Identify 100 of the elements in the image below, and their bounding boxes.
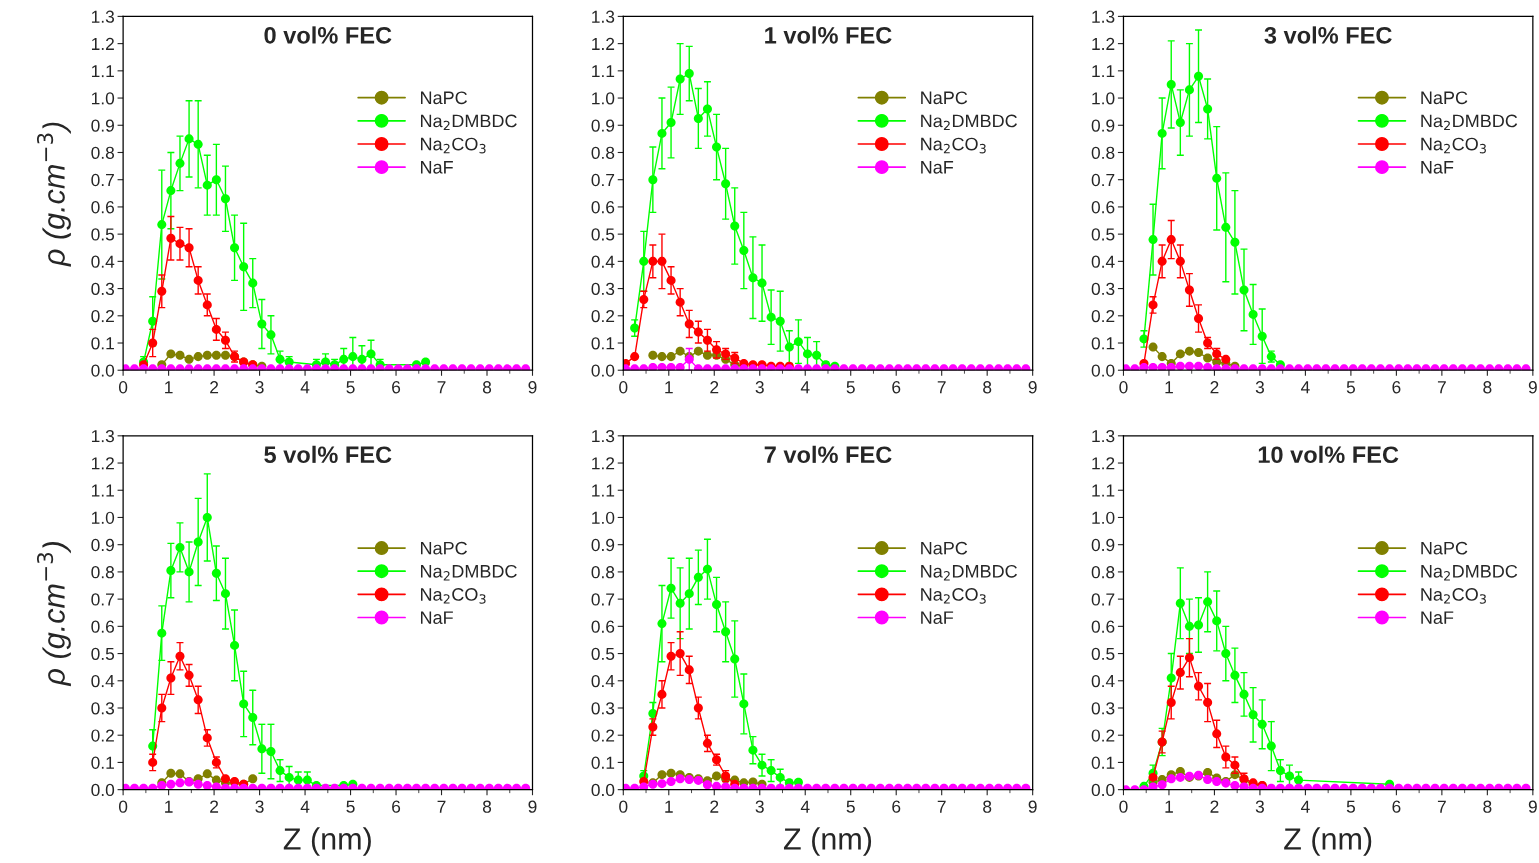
x-tick-label: 1 xyxy=(165,381,173,394)
y-tick-label: 0.9 xyxy=(591,538,615,552)
y-tick-label: 1.0 xyxy=(1092,511,1115,524)
point xyxy=(730,783,740,790)
point xyxy=(1439,364,1449,371)
point xyxy=(639,364,649,371)
x-tick-label: 0 xyxy=(1119,381,1128,394)
y-tick-label: 0.1 xyxy=(591,756,615,769)
x-tick-label: 0 xyxy=(619,381,628,394)
x-axis-title: Z (nm) xyxy=(783,827,872,856)
point xyxy=(1521,364,1531,371)
point xyxy=(757,364,767,371)
point xyxy=(1230,781,1240,790)
point xyxy=(384,364,394,371)
point xyxy=(375,364,385,371)
point xyxy=(857,364,867,371)
point xyxy=(666,362,676,371)
x-tick-label: 6 xyxy=(392,381,401,394)
point xyxy=(1448,364,1458,371)
legend-label: NaF xyxy=(1421,611,1454,624)
x-tick-label: 7 xyxy=(437,800,446,813)
legend-label: NaPC xyxy=(921,541,968,555)
point xyxy=(184,354,194,364)
x-tick-label: 7 xyxy=(937,381,946,394)
point xyxy=(1485,364,1495,371)
legend-label: Na$_{2}$CO$_{3}$ xyxy=(1421,588,1486,604)
y-tick-label: 0.8 xyxy=(1091,566,1115,579)
point xyxy=(202,350,212,360)
chart-title: 10 vol% FEC xyxy=(1258,445,1399,464)
point xyxy=(1130,364,1140,371)
point xyxy=(439,364,449,371)
legend-label: NaPC xyxy=(921,91,968,105)
y-tick-label: 0.2 xyxy=(591,309,615,323)
point xyxy=(903,364,913,371)
x-tick-label: 5 xyxy=(346,381,355,394)
point xyxy=(1148,342,1158,352)
point xyxy=(302,364,312,371)
point xyxy=(457,364,467,371)
y-tick-label: 0.2 xyxy=(1091,729,1115,742)
point xyxy=(230,364,240,371)
x-tick-label: 8 xyxy=(482,381,492,394)
point xyxy=(202,769,212,779)
y-tick-label: 0.9 xyxy=(91,538,114,552)
x-tick-label: 8 xyxy=(482,800,492,813)
point xyxy=(1466,364,1476,371)
point xyxy=(630,364,640,371)
point xyxy=(248,364,258,371)
x-tick-label: 5 xyxy=(1346,381,1355,394)
y-tick-label: 0.8 xyxy=(591,146,615,159)
x-tick-label: 9 xyxy=(1028,381,1037,394)
point xyxy=(875,364,885,371)
y-tick-label: 0.6 xyxy=(591,201,615,214)
y-tick-label: 0.4 xyxy=(591,674,615,688)
y-tick-label: 0.6 xyxy=(1091,201,1115,214)
x-tick-label: 8 xyxy=(983,800,992,813)
x-axis-title: Z (nm) xyxy=(1284,827,1372,856)
x-tick-label: 2 xyxy=(710,381,719,394)
y-tick-label: 1.2 xyxy=(1092,457,1115,470)
point xyxy=(666,352,676,362)
point xyxy=(184,364,194,371)
y-tick-label: 1.1 xyxy=(91,65,114,78)
point xyxy=(1457,364,1467,371)
point xyxy=(1239,364,1249,371)
legend-label: Na$_{2}$DMBDC xyxy=(921,114,1017,131)
point xyxy=(1166,774,1176,784)
legend-label: Na$_{2}$DMBDC xyxy=(921,564,1017,581)
x-tick-label: 6 xyxy=(1392,800,1401,813)
x-tick-label: 4 xyxy=(800,381,810,394)
y-tick-label: 0.6 xyxy=(91,201,115,214)
point xyxy=(648,362,658,371)
point xyxy=(1394,364,1404,371)
point xyxy=(702,780,712,790)
y-tick-label: 0.2 xyxy=(91,729,114,742)
y-tick-label: 0.1 xyxy=(91,756,114,769)
point xyxy=(666,776,676,786)
point xyxy=(657,779,667,789)
y-tick-label: 0.7 xyxy=(591,593,615,606)
point xyxy=(166,364,176,371)
y-tick-label: 0.7 xyxy=(91,173,114,187)
x-tick-label: 6 xyxy=(892,800,901,813)
x-tick-label: 7 xyxy=(437,381,446,394)
point xyxy=(1012,364,1022,371)
point xyxy=(912,364,922,371)
legend-label: NaF xyxy=(921,611,954,624)
y-tick-label: 0.4 xyxy=(91,674,115,688)
y-tick-label: 1.1 xyxy=(592,484,615,497)
y-tick-label: 0.0 xyxy=(591,364,615,377)
point xyxy=(220,350,230,360)
point xyxy=(211,782,221,790)
x-tick-label: 2 xyxy=(210,381,219,394)
x-tick-label: 0 xyxy=(1119,800,1128,813)
point xyxy=(293,364,303,371)
point xyxy=(648,350,658,360)
x-tick-label: 4 xyxy=(1300,381,1310,394)
point xyxy=(994,364,1004,371)
point xyxy=(1203,362,1213,371)
point xyxy=(1157,362,1167,371)
point xyxy=(493,364,503,371)
point xyxy=(1339,364,1349,371)
point xyxy=(175,769,185,779)
